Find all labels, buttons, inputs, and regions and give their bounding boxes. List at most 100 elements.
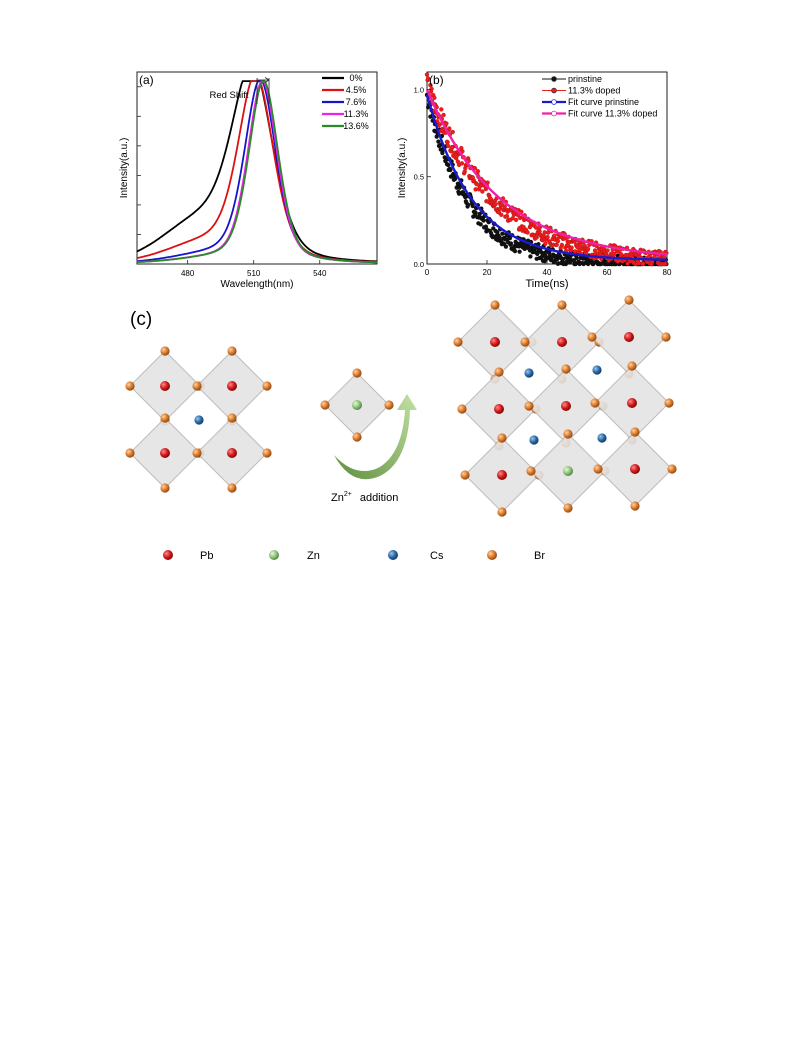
legend-pb-label: Pb (200, 550, 213, 562)
br-atom (630, 501, 640, 511)
pb-atom (630, 464, 640, 474)
chart-b-data-point (445, 162, 451, 168)
chart-b-legend-marker (551, 76, 557, 82)
zn-atom (352, 400, 362, 410)
chart-a-legend-label: 7.6% (346, 97, 367, 107)
chart-b-data-point (441, 112, 446, 118)
legend-br-swatch (487, 550, 497, 560)
chart-a-legend-label: 11.3% (344, 109, 369, 119)
cs-atom (524, 368, 534, 378)
br-atom (587, 332, 597, 342)
br-atom (160, 346, 170, 356)
chart-b-data-point (459, 161, 465, 166)
legend-cs-label: Cs (430, 550, 444, 562)
chart-b-data-point (605, 248, 610, 253)
chart-b-y-tick-label: 0.0 (414, 260, 424, 269)
crystal-right-doped (453, 295, 677, 517)
br-atom (453, 337, 463, 347)
chart-b-data-point (448, 167, 453, 173)
chart-a-legend-label: 0% (349, 73, 362, 83)
br-atom (192, 381, 202, 391)
br-atom (593, 464, 603, 474)
chart-a-panel-label: (a) (139, 73, 154, 87)
chart-b-data-point (555, 238, 561, 244)
chart-b-data-point (525, 230, 530, 235)
br-atom (125, 448, 135, 458)
crystal-zn-octahedron (320, 368, 394, 442)
br-atom (497, 507, 507, 517)
chart-a-y-ticks (137, 86, 141, 235)
pb-atom (561, 401, 571, 411)
chart-b-data-point (478, 222, 483, 227)
red-shift-annotation: Red Shift (209, 77, 270, 104)
br-atom (227, 413, 237, 423)
chart-b-data-point (445, 143, 451, 149)
br-atom (352, 368, 362, 378)
chart-b-data-point (429, 86, 434, 92)
chart-b-x-tick-label: 40 (543, 268, 552, 277)
br-atom (227, 346, 237, 356)
chart-b-x-tick-label: 60 (603, 268, 612, 277)
br-atom (262, 381, 272, 391)
chart-b-data-point (439, 107, 444, 112)
chart-b-data-point (615, 259, 621, 264)
chart-b-legend-marker (551, 110, 557, 117)
chart-a-legend: 0% 4.5% 7.6% 11.3% 13.6% (322, 73, 369, 131)
chart-b-x-ticks: 0 20 40 60 80 (425, 260, 672, 277)
pb-atom (494, 404, 504, 414)
chart-b-data-point (470, 203, 475, 209)
br-atom (227, 483, 237, 493)
br-atom (561, 364, 571, 374)
chart-b-data-point (424, 72, 430, 77)
chart-b-fit-line (425, 89, 668, 256)
legend-zn-label: Zn (307, 550, 320, 562)
chart-b-xlabel: Time(ns) (526, 278, 569, 290)
chart-b-data-point (619, 252, 624, 257)
br-atom (160, 413, 170, 423)
chart-b-data-point (585, 246, 591, 252)
chart-b-data-point (560, 256, 566, 262)
chart-b-panel-label: (b) (429, 73, 444, 87)
br-atom (160, 483, 170, 493)
br-atom (192, 448, 202, 458)
chart-b-legend-label: prinstine (568, 74, 602, 84)
chart-b-y-tick-label: 1.0 (414, 85, 424, 94)
br-atom (320, 400, 330, 410)
chart-b-ylabel: Intensity(a.u.) (397, 138, 408, 199)
chart-b-data-point (552, 233, 557, 238)
atom-legend: Pb Zn Cs Br (163, 550, 545, 562)
chart-b-data-point (471, 178, 477, 183)
br-atom (520, 337, 530, 347)
chart-b-data-point (513, 217, 519, 223)
br-atom (630, 427, 640, 437)
chart-b-data-point (445, 139, 450, 145)
br-atom (460, 470, 470, 480)
chart-b-data-point (450, 129, 455, 135)
pb-atom (627, 398, 637, 408)
chart-b-x-tick-label: 20 (483, 268, 492, 277)
chart-b-data-point (612, 251, 617, 257)
br-atom (384, 400, 394, 410)
chart-b-legend-marker (551, 99, 557, 105)
chart-a-legend-label: 4.5% (346, 85, 367, 95)
br-atom (352, 432, 362, 442)
br-atom (627, 361, 637, 371)
br-atom (524, 401, 534, 411)
chart-a-x-tick-label: 540 (313, 269, 327, 278)
chart-b-x-tick-label: 80 (663, 268, 672, 277)
chart-b-fit-curves (425, 89, 668, 261)
crystal-left-pristine (125, 346, 272, 493)
chart-b-data-point (507, 235, 513, 241)
arrow-caption: Zn2+ addition (331, 491, 398, 504)
chart-a-x-tick-label: 510 (247, 269, 261, 278)
pb-atom (160, 381, 170, 391)
chart-b-data-point (503, 244, 509, 249)
legend-cs-swatch (388, 550, 398, 560)
chart-b-fit-line (425, 94, 667, 261)
pb-atom (227, 448, 237, 458)
red-shift-label: Red Shift (209, 90, 248, 101)
legend-br-label: Br (534, 550, 545, 562)
chart-b-data-point (436, 139, 441, 144)
chart-b-data-point (543, 241, 548, 246)
legend-pb-swatch (163, 550, 173, 560)
